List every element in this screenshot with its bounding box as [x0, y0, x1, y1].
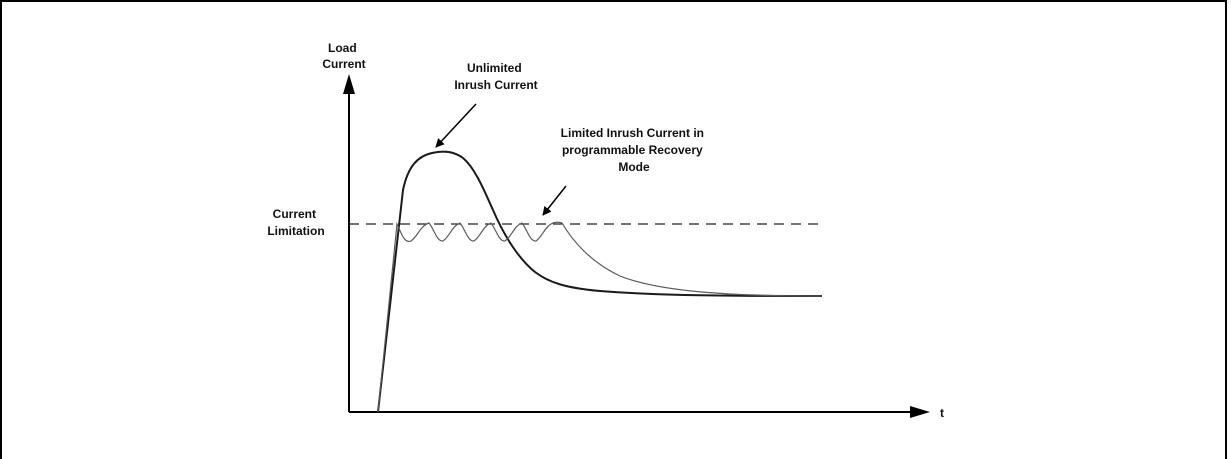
x-axis-label: t: [940, 406, 944, 420]
limited-inrush-curve: [377, 221, 823, 413]
limited-inrush-annotation: Limited Inrush Current in programmable R…: [561, 126, 708, 174]
unlimited-inrush-curve: [377, 150, 823, 413]
unlimited-inrush-annotation: Unlimited Inrush Current: [454, 61, 537, 92]
current-limitation-label: Current Limitation: [267, 207, 324, 238]
x-axis-arrowhead: [910, 406, 930, 418]
y-axis-label: Load Current: [322, 41, 365, 71]
limited-annotation-arrow: [542, 185, 567, 216]
y-axis-arrowhead: [343, 74, 355, 94]
unlimited-annotation-arrow: [435, 103, 477, 148]
